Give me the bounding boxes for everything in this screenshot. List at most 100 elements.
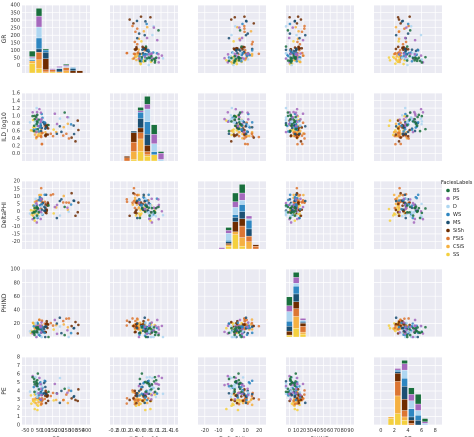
scatter-point bbox=[397, 18, 401, 21]
scatter-point bbox=[405, 328, 408, 332]
scatter-point bbox=[295, 33, 298, 37]
scatter-point bbox=[252, 22, 256, 25]
scatter-point bbox=[397, 206, 401, 209]
scatter-point bbox=[132, 191, 135, 195]
scatter-point bbox=[55, 392, 59, 396]
scatter-point bbox=[40, 385, 44, 388]
scatter-point bbox=[284, 123, 288, 127]
histogram-bar bbox=[42, 49, 49, 53]
scatter-point bbox=[303, 132, 306, 136]
scatter-point bbox=[240, 127, 244, 131]
scatter-point bbox=[230, 376, 233, 380]
x-tick-label: 1.2 bbox=[157, 428, 165, 434]
scatter-point bbox=[142, 319, 145, 323]
scatter-point bbox=[140, 40, 143, 43]
scatter-point bbox=[131, 24, 134, 28]
scatter-point bbox=[47, 204, 50, 207]
scatter-point bbox=[394, 58, 398, 61]
scatter-point bbox=[294, 193, 298, 197]
scatter-point bbox=[55, 322, 59, 325]
scatter-point bbox=[43, 331, 46, 335]
y-tick-label: 3 bbox=[17, 397, 20, 403]
scatter-point bbox=[143, 316, 147, 320]
scatter-point bbox=[155, 382, 159, 386]
scatter-point bbox=[297, 45, 300, 49]
scatter-point bbox=[241, 401, 245, 405]
panel-DeltaPHI-vs-PE bbox=[374, 180, 442, 249]
scatter-point bbox=[294, 198, 298, 201]
scatter-point bbox=[236, 396, 240, 399]
scatter-point bbox=[289, 395, 292, 399]
scatter-point bbox=[157, 387, 160, 391]
scatter-point bbox=[403, 36, 407, 40]
scatter-point bbox=[62, 194, 66, 198]
scatter-point bbox=[76, 332, 80, 335]
legend-marker bbox=[446, 204, 450, 209]
histogram-bar bbox=[232, 234, 239, 250]
scatter-point bbox=[394, 133, 398, 136]
scatter-point bbox=[404, 40, 408, 44]
scatter-point bbox=[147, 49, 150, 52]
scatter-point bbox=[227, 384, 231, 388]
scatter-point bbox=[300, 142, 304, 146]
scatter-point bbox=[157, 198, 160, 201]
histogram-bar bbox=[151, 151, 158, 155]
scatter-point bbox=[286, 211, 290, 214]
scatter-point bbox=[32, 324, 36, 328]
scatter-point bbox=[135, 19, 139, 23]
scatter-point bbox=[232, 133, 236, 136]
x-tick-label: 10 bbox=[242, 428, 248, 434]
scatter-point bbox=[246, 391, 250, 394]
scatter-point bbox=[238, 387, 242, 391]
scatter-point bbox=[131, 203, 135, 206]
scatter-point bbox=[409, 25, 413, 28]
scatter-point bbox=[35, 117, 39, 121]
scatter-point bbox=[128, 18, 131, 21]
panel-PE-vs-DeltaPHI: -20-1001020DeltaPHI bbox=[198, 356, 266, 437]
scatter-point bbox=[408, 333, 412, 337]
scatter-point bbox=[289, 114, 293, 118]
scatter-point bbox=[243, 137, 246, 140]
scatter-point bbox=[67, 386, 70, 390]
scatter-point bbox=[43, 379, 46, 383]
histogram-bar bbox=[408, 394, 415, 401]
scatter-point bbox=[240, 335, 243, 339]
scatter-point bbox=[150, 197, 153, 201]
scatter-point bbox=[408, 198, 412, 201]
scatter-point bbox=[293, 120, 297, 123]
x-tick-label: 2 bbox=[393, 428, 396, 434]
histogram-bar bbox=[151, 124, 158, 135]
scatter-point bbox=[237, 127, 240, 131]
scatter-point bbox=[43, 391, 46, 395]
scatter-point bbox=[257, 324, 261, 328]
histogram-bar bbox=[299, 318, 307, 321]
scatter-point bbox=[35, 113, 39, 117]
scatter-point bbox=[400, 321, 403, 325]
scatter-point bbox=[418, 59, 422, 63]
x-tick-label: -20 bbox=[201, 428, 209, 434]
scatter-point bbox=[149, 15, 152, 19]
scatter-point bbox=[394, 316, 398, 320]
scatter-point bbox=[249, 29, 253, 33]
scatter-point bbox=[289, 134, 293, 137]
scatter-point bbox=[393, 326, 397, 330]
scatter-point bbox=[32, 129, 36, 133]
scatter-point bbox=[137, 401, 141, 405]
scatter-point bbox=[300, 126, 304, 129]
scatter-point bbox=[32, 329, 36, 333]
scatter-point bbox=[128, 320, 131, 324]
scatter-point bbox=[284, 382, 288, 385]
scatter-point bbox=[28, 390, 32, 393]
scatter-point bbox=[70, 136, 73, 139]
scatter-point bbox=[241, 22, 244, 26]
scatter-point bbox=[37, 211, 41, 214]
scatter-point bbox=[394, 25, 398, 29]
histogram-bar bbox=[299, 326, 307, 333]
scatter-point bbox=[139, 201, 143, 204]
scatter-point bbox=[157, 52, 160, 56]
scatter-point bbox=[138, 198, 141, 202]
scatter-point bbox=[225, 58, 228, 62]
scatter-point bbox=[403, 335, 407, 339]
